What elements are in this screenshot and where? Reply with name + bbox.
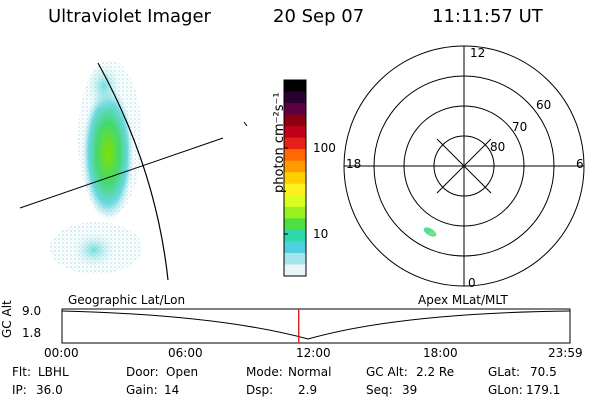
glat-value: 70.5	[530, 365, 557, 379]
glon-label: GLon:	[488, 383, 523, 397]
gain-label: Gain:	[126, 383, 158, 397]
orbit-altitude-plot	[61, 308, 571, 344]
door-value: Open	[166, 365, 199, 379]
mode-value: Normal	[288, 365, 332, 379]
colorbar-tick-label-10: 10	[313, 227, 329, 241]
mode-label: Mode:	[246, 365, 283, 379]
x-tick-1800: 18:00	[423, 346, 458, 360]
mapped-emission-core	[429, 231, 435, 235]
upper-emission	[86, 62, 122, 110]
color-scale-band	[284, 241, 306, 254]
mlat-label-60: 60	[536, 98, 552, 112]
dsp-label: Dsp:	[246, 383, 274, 397]
x-tick-0000: 00:00	[44, 346, 79, 360]
flt-label: Flt:	[12, 365, 31, 379]
auroral-image	[19, 60, 248, 280]
color-scale-band	[284, 149, 306, 162]
colorbar-tick-label-100: 100	[313, 141, 336, 155]
color-scale-band	[284, 126, 306, 139]
glon-value: 179.1	[526, 383, 561, 397]
color-scale-gradient	[284, 80, 306, 277]
mlt-label-0: 0	[468, 276, 476, 290]
color-scale-band	[284, 160, 306, 173]
timeline-ylabel: GC Alt	[0, 300, 14, 338]
polar-diagonal-2	[436, 138, 492, 194]
timeline-ymin: 1.8	[22, 326, 42, 340]
limb-curve	[97, 62, 169, 280]
color-scale-band	[284, 172, 306, 185]
color-scale-band	[284, 218, 306, 231]
seq-value: 39	[402, 383, 418, 397]
mlat-label-80: 80	[490, 140, 506, 154]
instrument-title: Ultraviolet Imager	[48, 6, 211, 27]
colorbar-unit-label: photon cm⁻²s⁻¹	[272, 92, 287, 193]
color-scale-band	[284, 183, 306, 196]
color-scale-band	[284, 195, 306, 208]
ip-value: 36.0	[36, 383, 63, 397]
color-scale-band	[284, 103, 306, 116]
gcalt-value: 2.2 Re	[416, 365, 455, 379]
polar-grid	[343, 45, 585, 287]
geographic-lat-lon-label: Geographic Lat/Lon	[68, 293, 186, 307]
color-scale-band	[284, 264, 306, 277]
door-label: Door:	[126, 365, 159, 379]
color-scale-band	[284, 137, 306, 150]
dsp-value: 2.9	[298, 383, 318, 397]
ip-label: IP:	[12, 383, 27, 397]
mlt-label-6: 6	[576, 157, 584, 171]
timeline-ymax: 9.0	[22, 304, 42, 318]
x-tick-2359: 23:59	[548, 346, 583, 360]
observation-time: 11:11:57 UT	[432, 6, 543, 27]
gcalt-label: GC Alt:	[366, 365, 408, 379]
color-scale-band	[284, 206, 306, 219]
observation-date: 20 Sep 07	[273, 6, 365, 27]
color-scale-band	[284, 252, 306, 265]
mlat-label-70: 70	[512, 120, 528, 134]
mlt-label-18: 18	[346, 157, 362, 171]
gain-value: 14	[164, 383, 180, 397]
x-tick-1200: 12:00	[296, 346, 331, 360]
terminator-line	[19, 137, 224, 209]
timeline-frame	[61, 308, 571, 344]
flt-value: LBHL	[38, 365, 69, 379]
color-scale-frame	[283, 79, 307, 277]
apex-mlat-mlt-label: Apex MLat/MLT	[418, 293, 508, 307]
auroral-oval-emission	[82, 85, 134, 221]
glat-label: GLat:	[488, 365, 521, 379]
lower-emission	[72, 232, 116, 268]
color-scale-bar	[283, 79, 307, 277]
color-scale-band	[284, 229, 306, 242]
color-scale-band	[284, 91, 306, 104]
color-scale-band	[284, 114, 306, 127]
mlt-label-12: 12	[470, 46, 486, 60]
altitude-curve	[61, 310, 571, 340]
tick-mark	[243, 121, 248, 127]
color-scale-band	[284, 80, 306, 93]
x-tick-0600: 06:00	[168, 346, 203, 360]
seq-label: Seq:	[366, 383, 393, 397]
